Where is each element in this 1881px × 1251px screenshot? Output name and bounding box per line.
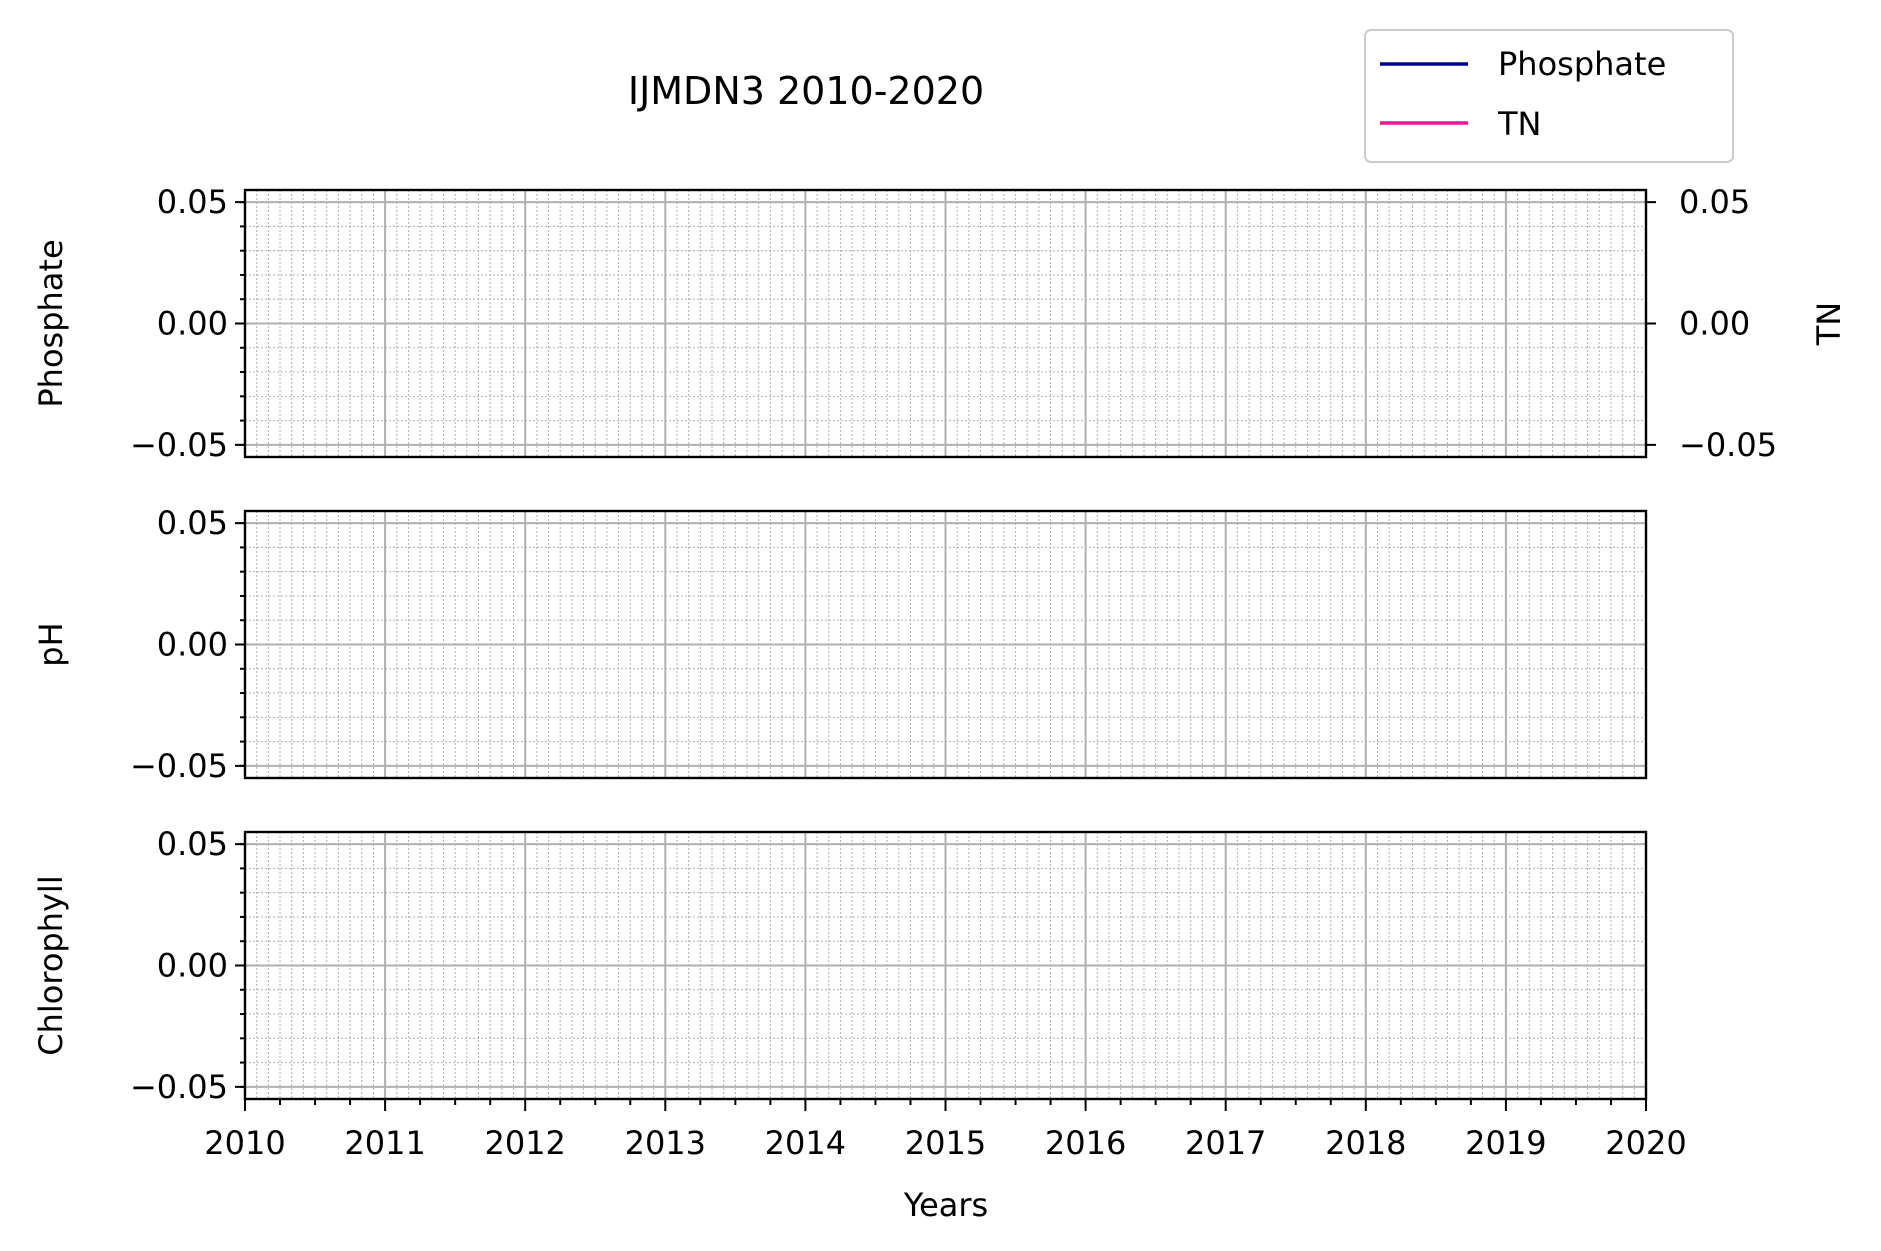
- x-tick-label: 2019: [1465, 1124, 1546, 1162]
- x-tick-label: 2010: [204, 1124, 285, 1162]
- x-tick-label: 2015: [905, 1124, 986, 1162]
- panel-phosphate: 0.05 0.00 −0.05 Phosphate 0.05 0.00 −0.05 TN: [32, 183, 1848, 464]
- y-tick-label: −0.05: [130, 1068, 228, 1106]
- y-tick-label: 0.00: [157, 947, 228, 985]
- twin-y-tick-label: −0.05: [1679, 426, 1777, 464]
- y-axis-label-ph: pH: [32, 622, 70, 666]
- twin-y-tick-label: 0.00: [1679, 305, 1750, 343]
- x-tick-label: 2014: [765, 1124, 846, 1162]
- legend-label-tn: TN: [1497, 105, 1541, 143]
- panels: 0.050.00−0.05Phosphate0.050.00−0.05TN0.0…: [32, 183, 1848, 1162]
- x-tick-label: 2012: [484, 1124, 565, 1162]
- y-tick-label: 0.05: [157, 183, 228, 221]
- y-tick-label: −0.05: [130, 747, 228, 785]
- x-tick-label: 2017: [1185, 1124, 1266, 1162]
- twin-y-axis-label: TN: [1810, 302, 1848, 346]
- y-tick-label: 0.05: [157, 825, 228, 863]
- y-tick-label: 0.00: [157, 626, 228, 664]
- x-tick-label: 2016: [1045, 1124, 1126, 1162]
- legend: Phosphate TN: [1365, 30, 1733, 162]
- x-tick-label: 2013: [625, 1124, 706, 1162]
- twin-y-tick-label: 0.05: [1679, 183, 1750, 221]
- x-tick-label: 2020: [1605, 1124, 1686, 1162]
- x-tick-label: 2018: [1325, 1124, 1406, 1162]
- panel-ph: 0.05 0.00 −0.05 pH: [32, 504, 1646, 785]
- y-axis-label-phosphate: Phosphate: [32, 239, 70, 407]
- x-tick-label: 2011: [344, 1124, 425, 1162]
- y-tick-label: 0.00: [157, 305, 228, 343]
- x-axis-label: Years: [903, 1186, 988, 1224]
- y-axis-label-chlorophyll: Chlorophyll: [32, 875, 70, 1055]
- chart-title: IJMDN3 2010-2020: [628, 69, 984, 113]
- y-tick-label: 0.05: [157, 504, 228, 542]
- y-tick-label: −0.05: [130, 426, 228, 464]
- legend-label-phosphate: Phosphate: [1498, 45, 1666, 83]
